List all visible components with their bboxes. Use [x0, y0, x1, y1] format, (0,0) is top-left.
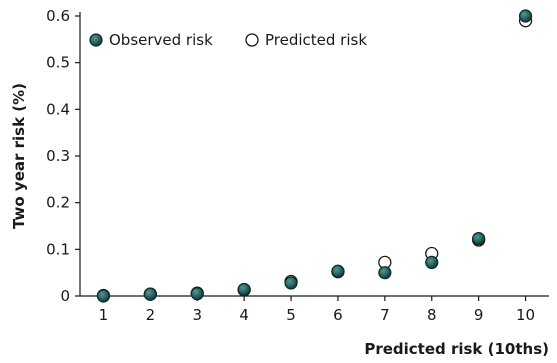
x-tick-label: 5 [286, 306, 296, 324]
y-axis-title: Two year risk (%) [10, 83, 28, 229]
series-predicted-risk [96, 14, 533, 303]
y-tick-label: 0.1 [46, 240, 70, 258]
observed-risk-point [518, 9, 533, 23]
observed-risk-point [190, 287, 204, 301]
y-tick-label: 0.4 [46, 100, 70, 118]
legend: Observed risk Predicted risk [89, 31, 367, 49]
y-tick-label: 0.6 [46, 7, 70, 25]
y-tick-label: 0 [60, 287, 70, 305]
x-tick-label: 4 [239, 306, 249, 324]
x-tick-label: 10 [516, 306, 535, 324]
legend-label: Observed risk [109, 31, 213, 49]
y-tick-label: 0.3 [46, 147, 70, 165]
observed-risk-point [237, 282, 251, 297]
x-tick-label: 8 [427, 306, 437, 324]
legend-observed-marker [89, 33, 103, 47]
observed-risk-point [425, 255, 439, 269]
observed-risk-point [143, 287, 157, 301]
series-observed-risk [96, 9, 533, 303]
x-tick-label: 2 [146, 306, 156, 324]
observed-risk-point [331, 264, 345, 278]
legend-label: Predicted risk [265, 31, 367, 49]
observed-risk-point [96, 289, 111, 303]
x-axis-title: Predicted risk (10ths) [364, 340, 549, 358]
legend-predicted-marker [245, 33, 259, 47]
x-tick-label: 1 [99, 306, 109, 324]
x-tick-label: 9 [474, 306, 484, 324]
y-tick-label: 0.2 [46, 194, 70, 212]
x-tick-label: 7 [380, 306, 390, 324]
x-tick-label: 6 [333, 306, 343, 324]
y-tick-label: 0.5 [46, 54, 70, 72]
observed-risk-point [284, 276, 298, 290]
observed-risk-point [472, 232, 486, 246]
observed-risk-point [378, 266, 392, 280]
x-tick-label: 3 [192, 306, 202, 324]
axes: 0 0.1 0.2 0.3 0.4 0.5 0.6 1 2 3 4 5 6 7 8 9 10 [46, 7, 549, 324]
data-points [96, 9, 533, 303]
